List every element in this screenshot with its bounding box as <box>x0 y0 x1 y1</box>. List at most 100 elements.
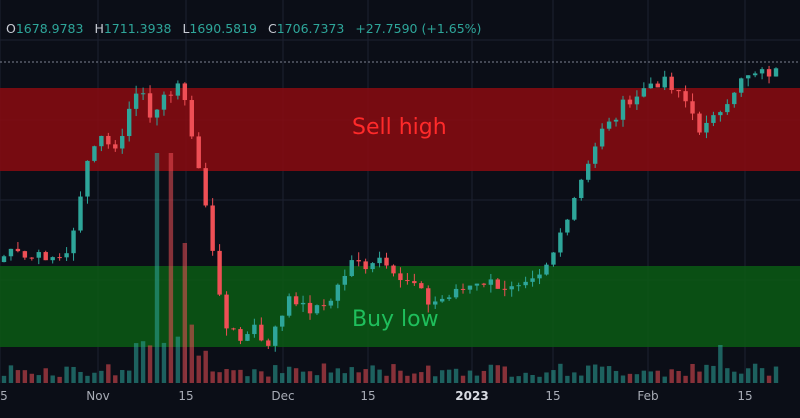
x-tick-label: 5 <box>0 389 8 403</box>
volume-bar <box>113 375 118 383</box>
volume-bar <box>106 364 111 383</box>
volume-bar <box>732 371 737 383</box>
candle-body <box>57 257 62 259</box>
volume-bar <box>405 375 410 383</box>
candle-body <box>147 93 153 118</box>
volume-bar <box>398 370 403 383</box>
volume-bar <box>620 375 626 383</box>
candle-body <box>439 298 445 302</box>
candle-body <box>92 146 97 161</box>
volume-bar <box>690 363 695 383</box>
volume-bar <box>481 370 487 383</box>
candle-body <box>259 324 264 341</box>
candle-body <box>231 328 236 330</box>
volume-bar <box>509 376 514 383</box>
volume-bar <box>725 368 730 383</box>
candle-body <box>314 305 320 314</box>
volume-bar <box>147 345 153 383</box>
candle-body <box>363 261 368 270</box>
candle-body <box>481 283 487 285</box>
open-key: O <box>6 21 16 36</box>
volume-bar <box>759 368 765 383</box>
volume-bar <box>579 375 584 383</box>
volume-bar <box>342 373 347 383</box>
volume-bar <box>224 369 229 383</box>
volume-bar <box>467 370 473 383</box>
volume-bar <box>266 376 271 383</box>
candle-body <box>321 305 327 307</box>
candle-body <box>453 288 459 298</box>
volume-bar <box>502 366 507 383</box>
volume-bar <box>662 376 667 383</box>
x-tick-label: 15 <box>545 389 561 403</box>
candle-body <box>126 108 132 137</box>
volume-bar <box>711 365 716 383</box>
volume-bar <box>586 365 591 383</box>
close-value: 1706.7373 <box>276 21 345 36</box>
volume-bar <box>120 370 125 383</box>
volume-bar <box>655 370 660 383</box>
candle-body <box>412 281 417 284</box>
candle-body <box>273 326 278 346</box>
candle-body <box>210 205 215 251</box>
x-tick-label: Nov <box>86 389 110 403</box>
candle-body <box>467 285 473 290</box>
volume-bar <box>307 371 313 383</box>
candle-body <box>690 101 695 114</box>
volume-bar <box>363 369 368 383</box>
candle-body <box>203 168 208 206</box>
candle-body <box>342 275 347 285</box>
candle-body <box>683 91 688 102</box>
candle-body <box>620 99 626 120</box>
volume-bar <box>245 376 250 383</box>
close-key: C <box>268 21 277 36</box>
volume-bar <box>29 373 35 383</box>
candle-body <box>586 163 591 180</box>
candles <box>1 65 779 352</box>
candle-body <box>85 160 90 197</box>
volume-bar <box>279 373 285 383</box>
candle-body <box>773 68 779 77</box>
high-value: 1711.3938 <box>103 21 172 36</box>
volume-bar <box>384 375 389 383</box>
volume-bar <box>523 372 528 383</box>
volume-bar <box>71 366 76 383</box>
volume-bar <box>641 370 647 383</box>
candle-body <box>718 112 723 116</box>
candle-body <box>217 250 222 295</box>
candle-body <box>732 92 737 105</box>
candle-body <box>8 248 14 257</box>
volume-bar <box>530 374 535 383</box>
volume-bar <box>391 364 396 383</box>
candle-body <box>64 253 69 258</box>
candle-body <box>474 283 480 286</box>
buy-zone-label: Buy low <box>352 307 439 332</box>
candle-body <box>697 113 702 133</box>
candle-body <box>252 324 257 335</box>
x-tick-label: 15 <box>178 389 194 403</box>
volume-bar <box>85 375 90 383</box>
candle-body <box>551 252 556 265</box>
candle-body <box>648 83 654 89</box>
candle-body <box>537 274 542 279</box>
volume-bar <box>36 375 41 383</box>
candle-body <box>516 285 521 287</box>
candle-body <box>29 257 35 259</box>
candle-body <box>606 121 612 129</box>
volume-bar <box>15 370 21 383</box>
volume-bar <box>210 371 215 383</box>
candle-body <box>293 296 299 305</box>
candle-body <box>641 88 647 97</box>
volume-bar <box>439 370 445 383</box>
volume-bar <box>599 366 605 383</box>
volume-bar <box>739 373 744 383</box>
candle-body <box>558 232 563 253</box>
candle-body <box>133 93 139 109</box>
candle-body <box>238 329 243 341</box>
ohlc-legend: O1678.9783 H1711.3938 L1690.5819 C1706.7… <box>6 21 481 36</box>
volume-bar <box>669 369 674 383</box>
low-value: 1690.5819 <box>189 21 258 36</box>
volume-bar <box>168 153 174 383</box>
candle-body <box>745 75 751 79</box>
volume-bar <box>50 375 55 383</box>
